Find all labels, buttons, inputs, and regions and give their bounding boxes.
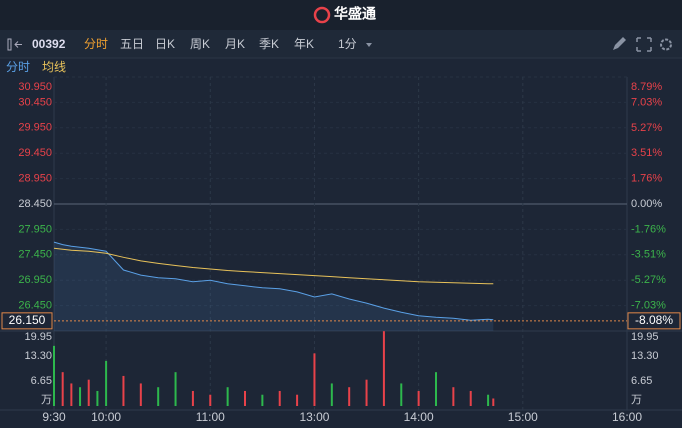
title-bar — [0, 0, 682, 30]
legend-entry: 分时 — [6, 60, 30, 74]
volume-bar — [313, 353, 316, 406]
last-change-box — [627, 312, 681, 330]
volume-bar — [382, 331, 385, 406]
volume-tick-label: 19.95 — [631, 331, 659, 343]
x-tick-label: 11:00 — [196, 410, 225, 424]
x-tick-label: 9:30 — [42, 410, 66, 424]
tab[interactable]: 日K — [155, 37, 175, 51]
fullscreen-icon[interactable] — [636, 37, 652, 52]
y-tick-label: 30.950 — [18, 81, 52, 93]
back-icon-arrow — [14, 41, 22, 48]
dropdown-arrow[interactable] — [366, 43, 372, 47]
volume-unit: 万 — [631, 394, 642, 406]
volume-bar — [469, 390, 472, 406]
volume-bar — [330, 383, 333, 406]
y2-tick-label: -5.27% — [631, 274, 666, 286]
volume-bar — [226, 387, 229, 406]
last-price-label: 26.150 — [9, 313, 46, 327]
volume-bar — [348, 387, 351, 406]
y-tick-label: 28.450 — [18, 198, 52, 210]
volume-bar — [452, 387, 455, 406]
x-tick-label: 13:00 — [299, 410, 329, 424]
volume-tick-label: 19.95 — [24, 331, 52, 343]
logo — [313, 6, 331, 24]
y-tick-label: 26.450 — [18, 300, 52, 312]
y2-tick-label: 0.00% — [631, 198, 662, 210]
y2-tick-label: -3.51% — [631, 249, 666, 261]
volume-unit: 万 — [41, 394, 52, 406]
volume-tick-label: 13.30 — [631, 350, 659, 362]
volume-tick-label: 6.65 — [31, 375, 52, 387]
price-line — [53, 241, 494, 321]
tab[interactable]: 季K — [259, 37, 279, 51]
y2-tick-label: 8.79% — [631, 81, 662, 93]
volume-tick-label: 13.30 — [24, 350, 52, 362]
volume-bar — [79, 387, 82, 406]
y-tick-label: 30.450 — [18, 96, 52, 108]
volume-bar — [400, 383, 403, 406]
last-change-label: -8.08% — [635, 313, 673, 327]
stock-code: 00392 — [32, 37, 66, 51]
y-tick-label: 27.450 — [18, 249, 52, 261]
volume-bar — [417, 390, 420, 406]
volume-bar — [365, 379, 368, 406]
y2-tick-label: 3.51% — [631, 147, 662, 159]
volume-bar — [87, 379, 90, 406]
volume-bar — [191, 390, 194, 406]
app-title: 华盛通 — [334, 6, 376, 22]
y2-tick-label: -1.76% — [631, 223, 666, 235]
last-price-box — [1, 312, 53, 330]
y-tick-label: 28.950 — [18, 173, 52, 185]
draw-icon[interactable] — [613, 37, 626, 50]
volume-bar — [53, 345, 55, 406]
x-tick-label: 14:00 — [404, 410, 434, 424]
volume-bar — [157, 387, 160, 406]
y2-tick-label: 7.03% — [631, 96, 662, 108]
x-tick-label: 16:00 — [612, 410, 642, 424]
volume-bar — [70, 383, 73, 406]
volume-bar — [487, 394, 490, 406]
y-tick-label: 27.950 — [18, 223, 52, 235]
tab[interactable]: 年K — [294, 37, 314, 51]
volume-bar — [296, 394, 299, 406]
volume-bar — [174, 372, 177, 406]
volume-bar — [278, 390, 281, 406]
y-tick-label: 29.950 — [18, 122, 52, 134]
volume-bar — [105, 360, 108, 406]
y2-tick-label: 5.27% — [631, 122, 662, 134]
volume-bar — [244, 390, 246, 406]
toolbar — [0, 30, 682, 58]
price-area — [54, 242, 494, 331]
volume-tick-label: 6.65 — [631, 375, 652, 387]
volume-bar — [122, 375, 125, 406]
settings-icon[interactable] — [660, 38, 672, 51]
x-tick-label: 15:00 — [508, 410, 538, 424]
volume-bar — [435, 372, 437, 406]
volume-bar — [492, 398, 495, 406]
x-tick-label: 10:00 — [91, 410, 121, 424]
tab[interactable]: 月K — [225, 37, 245, 51]
volume-bar — [139, 383, 142, 406]
legend-entry: 均线 — [42, 60, 66, 74]
tab[interactable]: 五日 — [120, 37, 144, 51]
y-tick-label: 29.450 — [18, 147, 52, 159]
average-line — [53, 247, 494, 285]
tab[interactable]: 周K — [190, 37, 210, 51]
volume-bar — [209, 394, 212, 406]
interval-select[interactable]: 1分 — [338, 37, 357, 51]
volume-bar — [261, 394, 264, 406]
back-icon[interactable] — [7, 38, 22, 51]
y-tick-label: 26.950 — [18, 274, 52, 286]
tab[interactable]: 分时 — [84, 37, 108, 51]
y2-tick-label: -7.03% — [631, 299, 666, 311]
y2-tick-label: 1.76% — [631, 172, 662, 184]
volume-bar — [96, 390, 99, 406]
back-icon-bar — [7, 38, 12, 51]
volume-bar — [61, 372, 64, 406]
